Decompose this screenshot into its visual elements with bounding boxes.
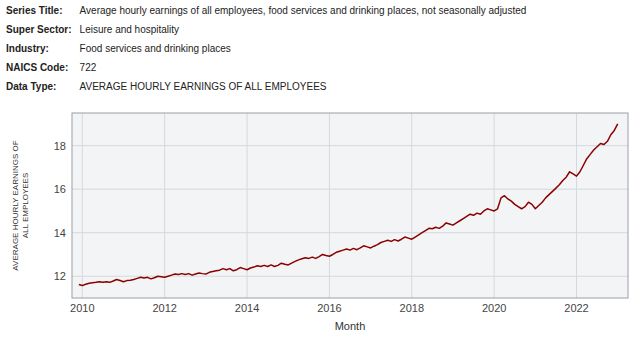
meta-label: Industry: bbox=[6, 43, 49, 54]
x-tick-label: 2020 bbox=[482, 302, 506, 314]
meta-value: 722 bbox=[80, 62, 97, 73]
grid-line-x bbox=[329, 113, 330, 298]
line bbox=[79, 124, 618, 286]
ticks: 12 14 16 18 2010 2012 2014 2016 2018 2020 2022 bbox=[54, 140, 589, 314]
meta-label: Series Title: bbox=[6, 5, 63, 16]
plot-background bbox=[72, 113, 628, 298]
grid-line-y bbox=[72, 145, 628, 146]
grid bbox=[72, 113, 628, 298]
metadata: Series Title: Average hourly earnings of … bbox=[6, 5, 526, 92]
plot-frame bbox=[72, 113, 628, 298]
meta-label: NAICS Code: bbox=[6, 62, 68, 73]
x-axis-label: Month bbox=[335, 320, 366, 332]
grid-line-x bbox=[411, 113, 412, 298]
meta-value: Food services and drinking places bbox=[80, 43, 231, 54]
meta-value: AVERAGE HOURLY EARNINGS OF ALL EMPLOYEES bbox=[80, 81, 327, 92]
y-tick-label: 12 bbox=[54, 270, 66, 282]
x-tick-label: 2018 bbox=[400, 302, 424, 314]
x-tick-label: 2010 bbox=[70, 302, 94, 314]
x-tick-label: 2022 bbox=[564, 302, 588, 314]
y-axis-label: AVERAGE HOURLY EARNINGS OFALL EMPLOYEES bbox=[11, 140, 30, 270]
y-tick-label: 14 bbox=[54, 227, 66, 239]
grid-line-x bbox=[494, 113, 495, 298]
x-tick-label: 2012 bbox=[152, 302, 176, 314]
y-tick-label: 16 bbox=[54, 183, 66, 195]
grid-line-y bbox=[72, 189, 628, 190]
meta-value: Leisure and hospitality bbox=[80, 24, 180, 35]
meta-label: Super Sector: bbox=[6, 24, 72, 35]
grid-line-x bbox=[576, 113, 577, 298]
grid-line-x bbox=[164, 113, 165, 298]
meta-label: Data Type: bbox=[6, 81, 56, 92]
x-tick-label: 2016 bbox=[317, 302, 341, 314]
grid-line-y bbox=[72, 232, 628, 233]
x-tick-label: 2014 bbox=[235, 302, 259, 314]
series bbox=[79, 124, 618, 286]
chart: Series Title: Average hourly earnings of … bbox=[0, 0, 640, 337]
meta-value: Average hourly earnings of all employees… bbox=[80, 5, 527, 16]
y-tick-label: 18 bbox=[54, 140, 66, 152]
grid-line-x bbox=[82, 113, 83, 298]
